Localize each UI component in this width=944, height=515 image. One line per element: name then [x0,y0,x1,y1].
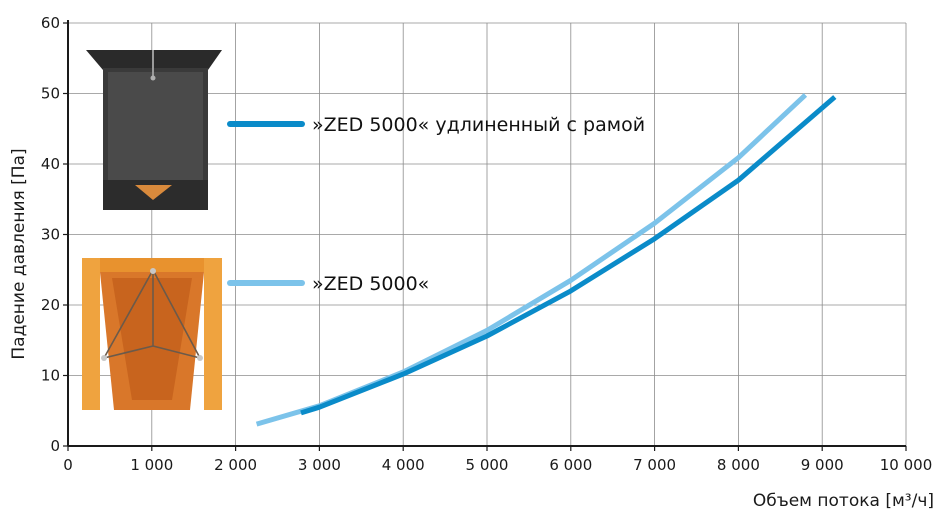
y-tick-label: 0 [50,437,60,455]
x-tick-label: 7 000 [633,456,676,474]
series-line-standard [255,93,808,427]
x-tick-label: 6 000 [549,456,592,474]
x-tick-label: 2 000 [214,456,257,474]
x-axis-title: Объем потока [м³/ч] [753,491,934,511]
y-axis-title: Падение давления [Па] [9,148,29,359]
x-tick-label: 3 000 [298,456,341,474]
series-lines [255,93,837,427]
x-tick-label: 10 000 [880,456,933,474]
dark-housing-photo [86,50,222,210]
y-tick-label: 40 [41,155,60,173]
y-tick-label: 20 [41,296,60,314]
axes [63,20,907,451]
legend-label-extended: »ZED 5000« удлиненный с рамой [312,114,645,136]
legend-label-standard: »ZED 5000« [312,273,429,295]
y-tick-label: 60 [41,14,60,32]
x-tick-label: 0 [63,456,73,474]
x-tick-labels: 0 1 000 2 000 3 000 4 000 5 000 6 000 7 000 8 00… [63,456,932,474]
x-tick-label: 1 000 [130,456,173,474]
orange-housing-photo [82,258,222,410]
x-tick-label: 4 000 [382,456,425,474]
y-tick-label: 30 [41,226,60,244]
x-tick-label: 8 000 [717,456,760,474]
y-tick-label: 50 [41,85,60,103]
series-line-extended [300,95,837,416]
x-tick-label: 5 000 [466,456,509,474]
legend: »ZED 5000« удлиненный с рамой »ZED 5000« [227,114,645,295]
y-tick-labels: 0 10 20 30 40 50 60 [41,14,60,455]
y-tick-label: 10 [41,367,60,385]
x-tick-label: 9 000 [801,456,844,474]
